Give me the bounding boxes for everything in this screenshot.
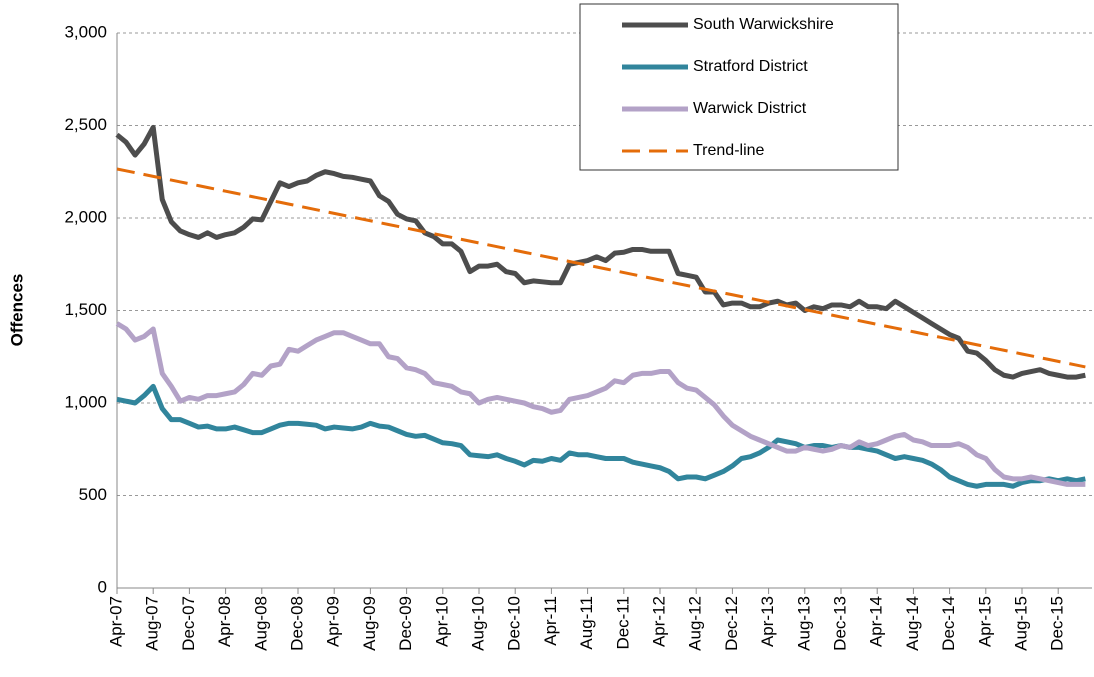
- x-tick-label: Dec-09: [396, 596, 415, 651]
- x-tick-label: Dec-14: [939, 596, 958, 651]
- x-tick-label: Aug-12: [686, 596, 705, 651]
- series-line: [115, 321, 1086, 487]
- x-tick-label: Dec-13: [830, 596, 849, 651]
- y-axis-label: Offences: [7, 274, 26, 347]
- y-tick-label: 0: [98, 577, 107, 596]
- legend-label: Stratford District: [693, 58, 808, 75]
- x-tick-label: Aug-15: [1011, 596, 1030, 651]
- y-tick-label: 500: [79, 485, 107, 504]
- x-tick-label: Apr-13: [758, 596, 777, 647]
- y-tick-label: 1,000: [64, 392, 107, 411]
- x-tick-label: Aug-11: [577, 596, 596, 650]
- legend-label: South Warwickshire: [693, 16, 834, 33]
- series-line: [116, 167, 1086, 369]
- x-tick-label: Apr-11: [541, 596, 560, 646]
- x-tick-label: Aug-09: [360, 596, 379, 651]
- legend-label: Trend-line: [693, 142, 765, 159]
- series-line: [115, 124, 1086, 380]
- x-tick-label: Apr-15: [975, 596, 994, 647]
- x-tick-label: Apr-12: [649, 596, 668, 647]
- x-tick-label: Dec-15: [1048, 596, 1067, 651]
- x-tick-label: Dec-07: [179, 596, 198, 651]
- x-tick-label: Apr-09: [324, 596, 343, 647]
- y-tick-label: 2,000: [64, 207, 107, 226]
- y-tick-label: 2,500: [64, 115, 107, 134]
- series-line: [116, 383, 1086, 489]
- x-tick-label: Aug-10: [468, 596, 487, 651]
- x-tick-label: Apr-10: [432, 596, 451, 647]
- legend-box: [579, 3, 899, 171]
- y-tick-label: 3,000: [64, 22, 107, 41]
- x-tick-label: Aug-08: [251, 596, 270, 651]
- y-tick-label: 1,500: [64, 300, 107, 319]
- x-tick-label: Dec-08: [287, 596, 306, 651]
- x-tick-label: Aug-13: [794, 596, 813, 651]
- x-tick-label: Dec-10: [505, 596, 524, 651]
- x-tick-label: Dec-12: [722, 596, 741, 651]
- x-tick-label: Apr-07: [106, 596, 125, 647]
- x-tick-label: Apr-08: [215, 596, 234, 647]
- x-tick-label: Aug-07: [143, 596, 162, 651]
- legend-label: Warwick District: [693, 100, 807, 117]
- x-tick-label: Apr-14: [867, 596, 886, 647]
- x-tick-label: Dec-11: [613, 596, 632, 650]
- x-tick-label: Aug-14: [903, 596, 922, 651]
